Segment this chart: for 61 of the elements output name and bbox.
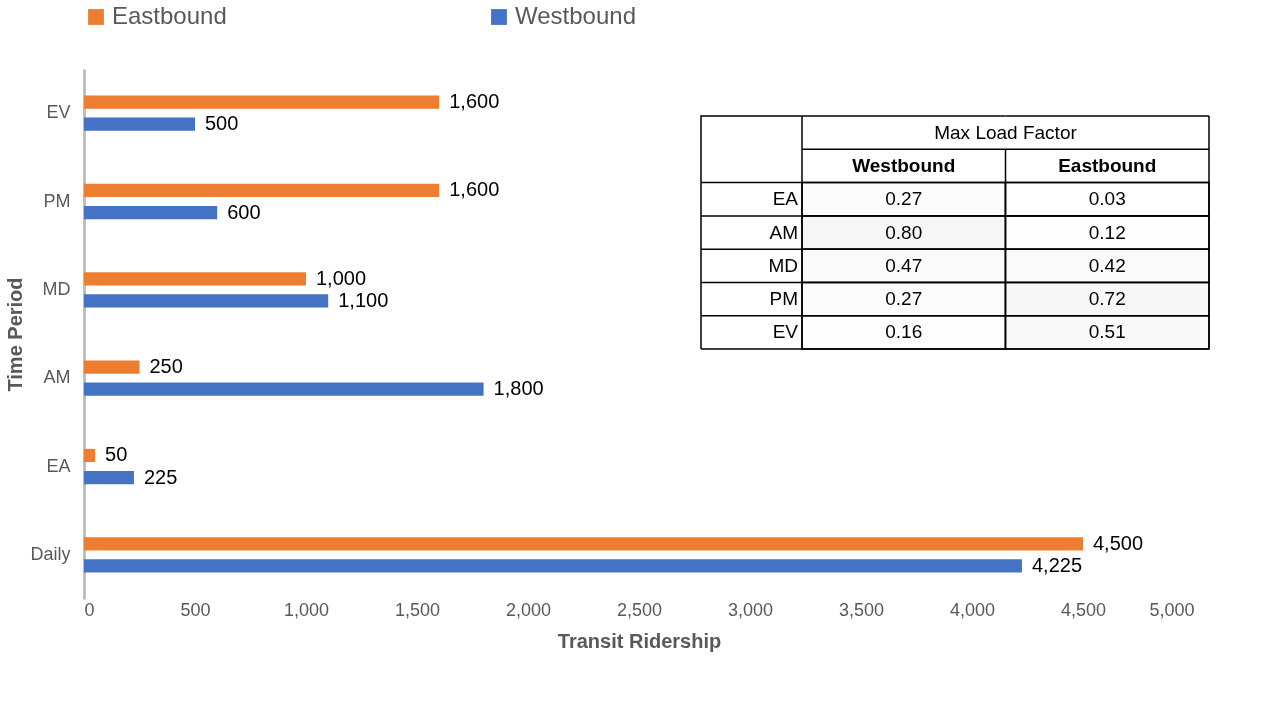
data-label: 1,600 bbox=[449, 90, 500, 113]
data-label: 0.27 bbox=[885, 288, 923, 310]
data-label: 1,600 bbox=[449, 178, 500, 201]
data-label: 0.47 bbox=[885, 254, 923, 276]
bar bbox=[84, 183, 440, 198]
y-tick-label: MD bbox=[768, 254, 798, 276]
bar bbox=[84, 117, 195, 131]
data-label: 600 bbox=[227, 200, 261, 223]
x-tick-label: 2,000 bbox=[505, 599, 552, 620]
data-label: 0.80 bbox=[885, 221, 923, 243]
data-label: 0.03 bbox=[1088, 188, 1126, 210]
bar bbox=[84, 448, 96, 463]
legend-label: Eastbound bbox=[112, 2, 227, 29]
bar bbox=[84, 470, 134, 485]
y-tick-label: AM bbox=[769, 221, 798, 243]
bar bbox=[84, 537, 1083, 551]
y-tick-label: EA bbox=[46, 455, 71, 476]
x-tick-label: 4,500 bbox=[1060, 599, 1107, 620]
x-tick-label: 1,500 bbox=[394, 599, 441, 620]
data-label: 0.27 bbox=[885, 188, 923, 210]
x-tick-label: 3,000 bbox=[727, 599, 774, 620]
y-tick-label: EV bbox=[772, 321, 799, 343]
y-tick-label: MD bbox=[42, 278, 71, 299]
y-tick-label: EA bbox=[772, 188, 799, 210]
bar bbox=[84, 360, 140, 374]
bar bbox=[84, 205, 218, 220]
y-axis-title: Time Period bbox=[4, 277, 27, 392]
bar bbox=[84, 382, 484, 396]
y-tick-label: EV bbox=[46, 102, 71, 123]
data-label: 225 bbox=[143, 465, 178, 488]
data-label: 0.12 bbox=[1088, 221, 1126, 243]
data-label: 1,100 bbox=[338, 288, 389, 311]
data-label: 0.16 bbox=[885, 321, 923, 343]
x-tick-label: 0 bbox=[84, 599, 95, 620]
y-tick-label: AM bbox=[43, 367, 71, 388]
bar bbox=[84, 272, 306, 286]
bar bbox=[84, 294, 329, 308]
x-tick-label: 500 bbox=[180, 599, 211, 620]
legend-label: Westbound bbox=[515, 2, 636, 29]
data-label: 1,000 bbox=[316, 266, 367, 289]
data-label: 0.72 bbox=[1088, 288, 1126, 310]
bar bbox=[84, 559, 1022, 573]
data-label: 500 bbox=[205, 112, 239, 135]
data-label: 50 bbox=[105, 443, 128, 466]
bar bbox=[84, 95, 440, 109]
data-label: 4,225 bbox=[1031, 553, 1083, 576]
data-label: 0.42 bbox=[1088, 254, 1126, 276]
x-tick-label: 5,000 bbox=[1149, 599, 1195, 620]
x-tick-label: 3,500 bbox=[838, 599, 885, 620]
x-tick-label: 4,000 bbox=[949, 599, 996, 620]
chart-title: Max Load Factor bbox=[934, 121, 1078, 143]
x-tick-label: 1,000 bbox=[283, 599, 330, 620]
data-label: 250 bbox=[149, 355, 183, 378]
x-tick-label: 2,500 bbox=[616, 599, 663, 620]
y-tick-label: PM bbox=[769, 288, 798, 310]
data-label: 4,500 bbox=[1093, 531, 1144, 554]
x-axis-title: Transit Ridership bbox=[557, 629, 722, 652]
data-label: 1,800 bbox=[493, 377, 544, 400]
y-tick-label: Daily bbox=[30, 543, 71, 564]
y-tick-label: PM bbox=[43, 190, 71, 211]
data-label: 0.51 bbox=[1088, 321, 1126, 343]
